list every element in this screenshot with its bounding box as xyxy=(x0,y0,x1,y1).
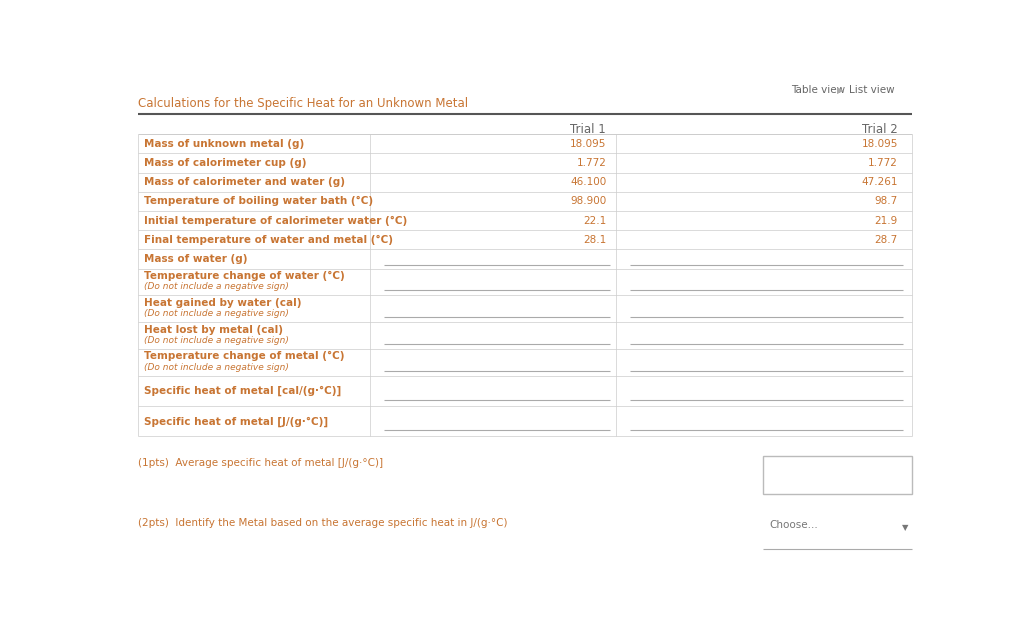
Text: Mass of calorimeter cup (g): Mass of calorimeter cup (g) xyxy=(143,158,306,168)
Text: ▼: ▼ xyxy=(901,523,908,532)
Text: Calculations for the Specific Heat for an Unknown Metal: Calculations for the Specific Heat for a… xyxy=(137,97,468,110)
Text: Temperature change of water (°C): Temperature change of water (°C) xyxy=(143,271,345,281)
Text: Specific heat of metal [J/(g·°C)]: Specific heat of metal [J/(g·°C)] xyxy=(143,416,328,427)
Text: Mass of calorimeter and water (g): Mass of calorimeter and water (g) xyxy=(143,177,345,188)
Text: (1pts)  Average specific heat of metal [J/(g·°C)]: (1pts) Average specific heat of metal [J… xyxy=(137,458,383,468)
Text: 1.772: 1.772 xyxy=(577,158,606,168)
Text: Specific heat of metal [cal/(g·°C)]: Specific heat of metal [cal/(g·°C)] xyxy=(143,386,341,396)
Text: (Do not include a negative sign): (Do not include a negative sign) xyxy=(143,309,289,318)
Text: Trial 1: Trial 1 xyxy=(570,123,606,136)
Text: 18.095: 18.095 xyxy=(569,139,606,149)
FancyBboxPatch shape xyxy=(763,455,912,494)
Text: (Do not include a negative sign): (Do not include a negative sign) xyxy=(143,336,289,345)
Text: (2pts)  Identify the Metal based on the average specific heat in J/(g·°C): (2pts) Identify the Metal based on the a… xyxy=(137,518,507,528)
Text: 1.772: 1.772 xyxy=(868,158,898,168)
Text: 22.1: 22.1 xyxy=(583,216,606,226)
Text: Temperature of boiling water bath (°C): Temperature of boiling water bath (°C) xyxy=(143,196,373,206)
Text: 47.261: 47.261 xyxy=(861,177,898,188)
Text: Heat gained by water (cal): Heat gained by water (cal) xyxy=(143,298,301,308)
Text: Temperature change of metal (°C): Temperature change of metal (°C) xyxy=(143,351,344,361)
Text: 21.9: 21.9 xyxy=(874,216,898,226)
Text: List view: List view xyxy=(849,85,894,95)
Text: (Do not include a negative sign): (Do not include a negative sign) xyxy=(143,282,289,292)
Text: Heat lost by metal (cal): Heat lost by metal (cal) xyxy=(143,325,283,335)
Text: Choose...: Choose... xyxy=(769,520,818,530)
Text: 18.095: 18.095 xyxy=(861,139,898,149)
Text: 98.7: 98.7 xyxy=(874,196,898,206)
Text: Mass of unknown metal (g): Mass of unknown metal (g) xyxy=(143,139,304,149)
Text: Trial 2: Trial 2 xyxy=(862,123,898,136)
Text: 28.1: 28.1 xyxy=(583,235,606,245)
Text: Mass of water (g): Mass of water (g) xyxy=(143,254,248,264)
Text: ▶: ▶ xyxy=(837,86,844,95)
Text: 98.900: 98.900 xyxy=(570,196,606,206)
Text: Table view: Table view xyxy=(792,85,846,95)
Text: (Do not include a negative sign): (Do not include a negative sign) xyxy=(143,363,289,372)
Text: Initial temperature of calorimeter water (°C): Initial temperature of calorimeter water… xyxy=(143,216,408,226)
Text: 28.7: 28.7 xyxy=(874,235,898,245)
Text: Final temperature of water and metal (°C): Final temperature of water and metal (°C… xyxy=(143,235,393,245)
Text: 46.100: 46.100 xyxy=(570,177,606,188)
